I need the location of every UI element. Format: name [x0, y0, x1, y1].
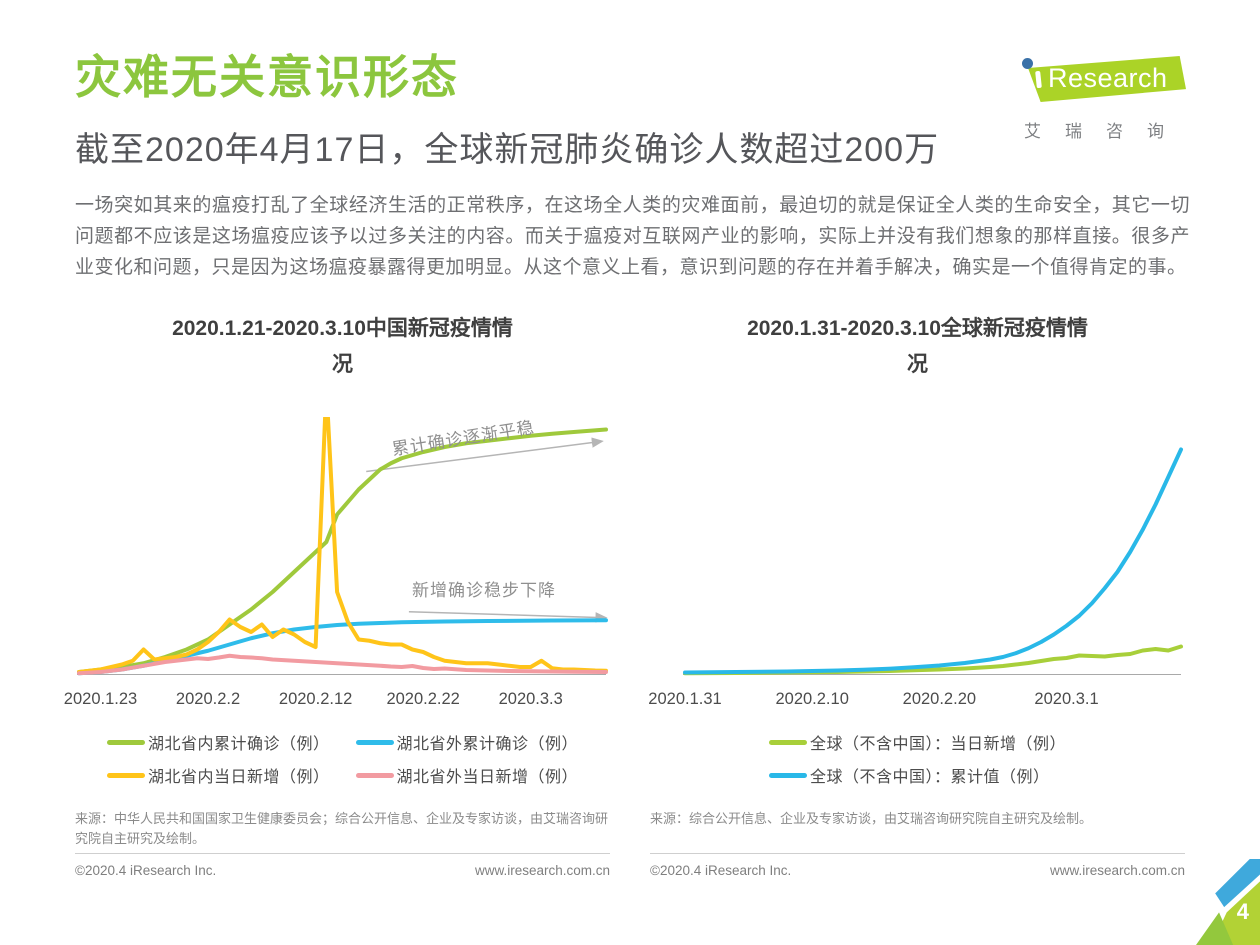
page-number: 4: [1236, 899, 1249, 924]
legend-swatch: [106, 772, 145, 778]
intro-paragraph: 一场突如其来的瘟疫打乱了全球经济生活的正常秩序，在这场全人类的灾难面前，最迫切的…: [75, 195, 1190, 278]
x-axis-ticks-china: 2020.1.23 2020.2.2 2020.2.12 2020.2.22 2020.…: [64, 682, 610, 710]
legend-label: 湖北省内累计确诊（例）: [147, 736, 330, 753]
legend-swatch: [768, 772, 807, 778]
footer-copyright: ©2020.4 iResearch Inc.: [650, 863, 792, 878]
series-line-global-cumulative: [683, 447, 1183, 675]
x-tick-label: 2020.2.10: [775, 690, 849, 708]
x-tick-label: 2020.3.1: [1034, 690, 1099, 708]
footer-copyright: ©2020.4 iResearch Inc.: [75, 863, 217, 878]
series-line-hubei-daily-new: [77, 417, 608, 674]
legend-label: 湖北省内当日新增（例）: [147, 769, 330, 786]
footer-left: ©2020.4 iResearch Inc. www.iresearch.com…: [75, 853, 610, 878]
legend-item: 湖北省内累计确诊（例）: [106, 730, 330, 754]
legend-label: 湖北省外当日新增（例）: [396, 769, 579, 786]
page-title: 灾难无关意识形态: [75, 51, 459, 103]
legend-label: 全球（不含中国）：累计值（例）: [809, 769, 1050, 786]
x-axis-ticks-global: 2020.1.31 2020.2.10 2020.2.20 2020.3.1: [648, 682, 1185, 710]
legend-swatch: [768, 739, 807, 745]
logo-subtext: 艾瑞咨询: [1024, 122, 1188, 141]
x-tick-label: 2020.3.3: [498, 690, 563, 708]
legend-swatch: [355, 739, 394, 745]
iresearch-logo: Research 艾瑞咨询: [1020, 54, 1190, 142]
x-tick-label: 2020.2.22: [386, 690, 460, 708]
page-subtitle: 截至2020年4月17日，全球新冠肺炎确诊人数超过200万: [75, 131, 940, 169]
legend-item: 湖北省外累计确诊（例）: [355, 730, 579, 754]
legend-swatch: [355, 772, 394, 778]
logo-brand-text: Research: [1048, 63, 1168, 93]
global-chart-canvas: [683, 447, 1183, 676]
logo-mark: Research: [1020, 54, 1190, 108]
chart-plot-global: 2020.1.31 2020.2.10 2020.2.20 2020.3.1: [648, 417, 1185, 708]
footer-url: www.iresearch.com.cn: [1049, 863, 1185, 878]
chart-title-china: 2020.1.21-2020.3.10中国新冠疫情情况: [172, 317, 513, 376]
legend-label: 全球（不含中国）：当日新增（例）: [809, 736, 1066, 753]
x-tick-label: 2020.2.12: [278, 690, 353, 708]
page-number-badge: 4: [1196, 859, 1260, 945]
annotation-newcases-decline: 新增确诊稳步下降: [412, 581, 557, 600]
page-header: 灾难无关意识形态 Research 艾瑞咨询: [75, 50, 1190, 141]
china-covid-chart: 2020.1.21-2020.3.10中国新冠疫情情况 累计确诊逐渐平稳 新增确…: [64, 311, 610, 878]
legend-item: 湖北省外当日新增（例）: [355, 763, 579, 787]
legend-swatch: [106, 739, 145, 745]
chart-title-global: 2020.1.31-2020.3.10全球新冠疫情情况: [747, 317, 1088, 376]
x-tick-label: 2020.1.31: [648, 690, 722, 708]
x-tick-label: 2020.2.2: [175, 690, 241, 708]
series-line-global-daily-new: [683, 644, 1183, 676]
global-covid-chart: 2020.1.31-2020.3.10全球新冠疫情情况 2020.1.31 202…: [648, 311, 1185, 878]
legend-label: 湖北省外累计确诊（例）: [396, 736, 579, 753]
chart-plot-china: 累计确诊逐渐平稳 新增确诊稳步下降 2020.1.23 2020.2.2 2020.…: [64, 417, 610, 708]
legend-item: 湖北省内当日新增（例）: [106, 763, 330, 787]
charts-row: 2020.1.21-2020.3.10中国新冠疫情情况 累计确诊逐渐平稳 新增确…: [64, 311, 1190, 878]
chart-legend-china: 湖北省内累计确诊（例） 湖北省外累计确诊（例） 湖北省内当日新增（例） 湖北省外当日新…: [106, 730, 579, 787]
footer-right: ©2020.4 iResearch Inc. www.iresearch.com…: [650, 853, 1185, 878]
series-line-hubei-cumulative: [77, 427, 608, 674]
x-tick-label: 2020.1.23: [63, 690, 138, 708]
legend-item: 全球（不含中国）：当日新增（例）: [768, 730, 1066, 754]
chart-legend-global: 全球（不含中国）：当日新增（例） 全球（不含中国）：累计值（例）: [768, 730, 1066, 787]
logo-i-dot-icon: [1022, 58, 1033, 69]
source-note-global: 来源：综合公开信息、企业及专家访谈，由艾瑞咨询研究院自主研究及绘制。: [650, 811, 1093, 826]
legend-item: 全球（不含中国）：累计值（例）: [768, 763, 1066, 787]
footer-url: www.iresearch.com.cn: [474, 863, 610, 878]
china-chart-canvas: [77, 417, 608, 676]
series-line-outside-hubei-daily-new: [77, 653, 608, 676]
source-note-china: 来源：中华人民共和国国家卫生健康委员会；综合公开信息、企业及专家访谈，由艾瑞咨询…: [75, 811, 609, 847]
x-tick-label: 2020.2.20: [902, 690, 977, 708]
